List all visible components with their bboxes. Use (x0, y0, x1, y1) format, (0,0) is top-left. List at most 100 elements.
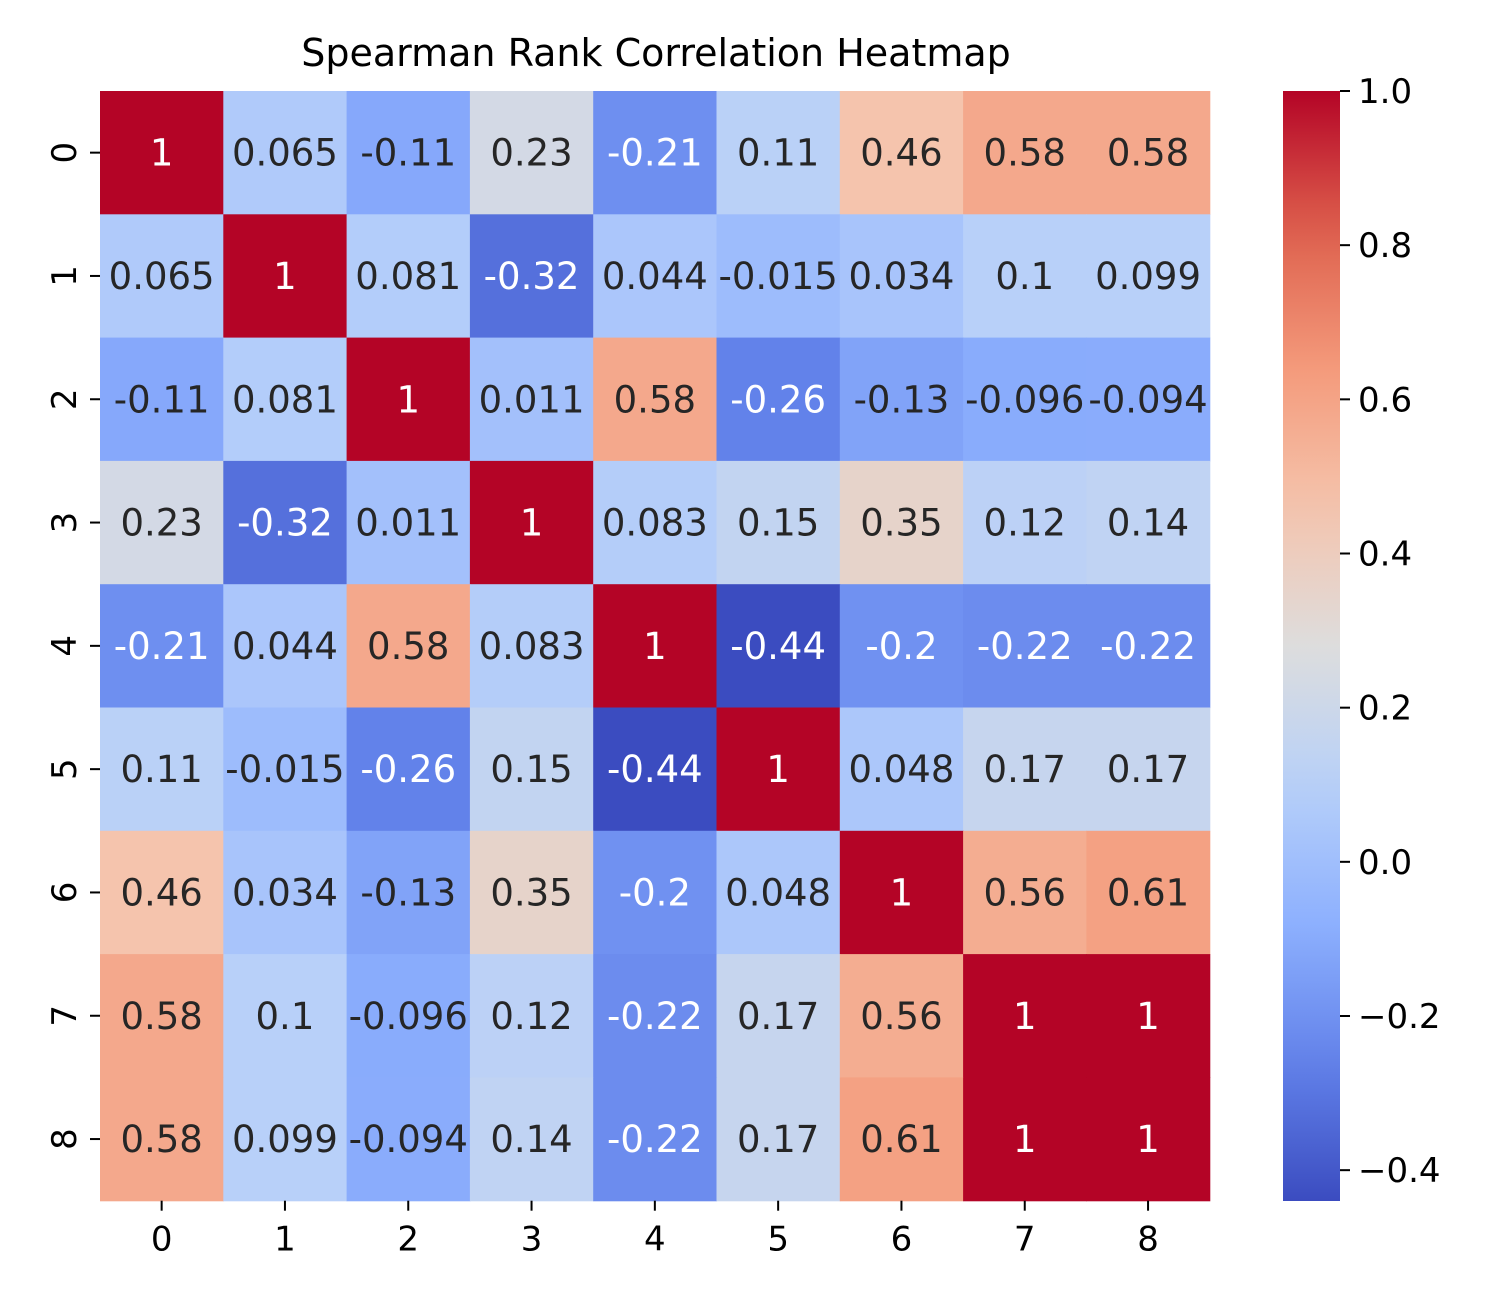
heatmap-cell (1086, 91, 1211, 215)
heatmap-cell (716, 707, 841, 832)
cell-annotation: -0.11 (360, 132, 456, 175)
cell-annotation: 0.61 (860, 1118, 942, 1161)
cell-annotation: -0.094 (349, 1118, 468, 1161)
cell-annotation: 0.15 (490, 748, 572, 791)
heatmap-cell (593, 584, 718, 709)
heatmap-cell (469, 707, 594, 832)
cell-annotation: -0.2 (865, 625, 937, 668)
heatmap-cell (716, 214, 841, 339)
heatmap-cell (593, 460, 718, 585)
cell-annotation: 0.14 (490, 1118, 572, 1161)
cell-annotation: 0.17 (737, 995, 819, 1038)
cell-annotation: -0.22 (607, 1118, 703, 1161)
heatmap-cell (469, 584, 594, 709)
heatmap-cell (346, 830, 471, 955)
cell-annotation: 0.58 (120, 1118, 202, 1161)
cell-annotation: 1 (1136, 995, 1160, 1038)
cell-annotation: -0.26 (730, 378, 826, 421)
cell-annotation: 0.17 (984, 748, 1066, 791)
heatmap-cell (716, 1077, 841, 1202)
heatmap-cell (346, 707, 471, 832)
cell-annotation: -0.44 (607, 748, 703, 791)
cell-annotation: 1 (1013, 1118, 1037, 1161)
cell-annotation: -0.015 (225, 748, 344, 791)
cell-annotation: 0.17 (1107, 748, 1189, 791)
heatmap-cell (963, 707, 1087, 832)
cell-annotation: 1 (396, 378, 420, 421)
heatmap-cell (469, 460, 594, 585)
heatmap-cell (100, 584, 224, 709)
heatmap-cell (346, 337, 471, 462)
cell-annotation: 1 (150, 132, 174, 175)
cell-annotation: 1 (273, 255, 297, 298)
cell-annotation: 0.58 (614, 378, 696, 421)
cell-annotation: 0.081 (232, 378, 338, 421)
heatmap-cell (963, 830, 1087, 955)
heatmap-cell (346, 1077, 471, 1202)
cell-annotation: 1 (890, 871, 914, 914)
cell-annotation: -0.44 (730, 625, 826, 668)
heatmap-cell (223, 954, 348, 1078)
heatmap-cell (593, 337, 718, 462)
x-tick-label: 2 (397, 1220, 419, 1260)
heatmap-cell (839, 830, 964, 955)
cell-annotation: 0.23 (490, 132, 572, 175)
heatmap-cell (1086, 1077, 1211, 1202)
cell-annotation: 0.46 (860, 132, 942, 175)
heatmap-cell (223, 460, 348, 585)
x-tick-label: 6 (891, 1220, 913, 1260)
heatmap-cell (223, 337, 348, 462)
heatmap-cell (100, 91, 224, 215)
heatmap-cell (100, 460, 224, 585)
cell-annotation: 0.56 (860, 995, 942, 1038)
cell-annotation: -0.2 (619, 871, 691, 914)
colorbar-tick-label: −0.4 (1358, 1151, 1441, 1191)
y-tick-label: 3 (45, 512, 85, 534)
cell-annotation: 1 (1136, 1118, 1160, 1161)
y-tick-label: 5 (45, 758, 85, 780)
chart-title: Spearman Rank Correlation Heatmap (301, 31, 1011, 75)
y-tick-label: 6 (45, 882, 85, 904)
cell-annotation: 0.065 (232, 132, 338, 175)
heatmap-cell (346, 214, 471, 339)
cell-annotation: 0.099 (1095, 255, 1201, 298)
colorbar-tick-label: 0.8 (1358, 226, 1412, 266)
x-tick-label: 0 (151, 1220, 173, 1260)
heatmap-cell (593, 214, 718, 339)
cell-annotation: 0.011 (355, 502, 461, 545)
cell-annotation: 0.15 (737, 502, 819, 545)
cell-annotation: 0.065 (109, 255, 215, 298)
heatmap-cell (593, 707, 718, 832)
heatmap-cell (1086, 214, 1211, 339)
x-tick-label: 8 (1137, 1220, 1159, 1260)
cell-annotation: 1 (1013, 995, 1037, 1038)
heatmap-cell (963, 1077, 1087, 1202)
heatmap-cell (346, 91, 471, 215)
heatmap-cell (469, 1077, 594, 1202)
cell-annotation: -0.13 (854, 378, 950, 421)
cell-annotation: -0.13 (360, 871, 456, 914)
y-tick-label: 4 (45, 635, 85, 657)
cell-annotations: 1 0.065 -0.11 0.23 -0.21 0.11 0.46 0.58 0.580.06… (109, 132, 1208, 1161)
heatmap-cell (346, 584, 471, 709)
cell-annotation: 0.58 (984, 132, 1066, 175)
cell-annotation: -0.11 (114, 378, 210, 421)
cell-annotation: 0.034 (232, 871, 338, 914)
heatmap-cell (593, 830, 718, 955)
cell-annotation: 0.034 (848, 255, 954, 298)
cell-annotation: 0.35 (490, 871, 572, 914)
y-tick-label: 1 (45, 265, 85, 287)
cell-annotation: 0.11 (737, 132, 819, 175)
heatmap-cell (1086, 954, 1211, 1078)
cell-annotation: -0.096 (965, 378, 1084, 421)
cell-annotation: -0.22 (1100, 625, 1196, 668)
heatmap-cell (346, 954, 471, 1078)
cell-annotation: 0.1 (995, 255, 1054, 298)
cell-annotation: 0.46 (120, 871, 202, 914)
heatmap-cell (963, 91, 1087, 215)
heatmap-cell (469, 91, 594, 215)
cell-annotation: -0.22 (977, 625, 1073, 668)
y-tick-label: 7 (45, 1005, 85, 1027)
cell-annotation: 0.35 (860, 502, 942, 545)
cell-annotation: -0.32 (484, 255, 580, 298)
